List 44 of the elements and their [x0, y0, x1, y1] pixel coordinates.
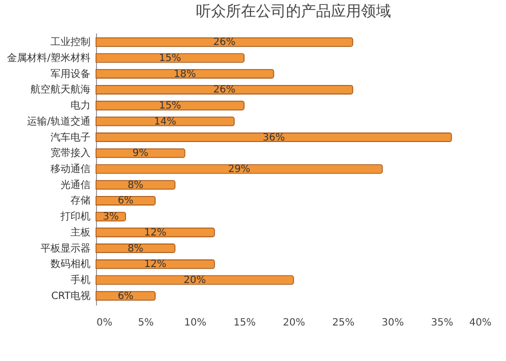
- x-tick-label: 20%: [282, 318, 306, 328]
- data-label: 8%: [128, 180, 144, 191]
- data-label: 26%: [213, 37, 236, 48]
- data-label: 9%: [132, 148, 148, 160]
- data-label: 15%: [158, 52, 182, 64]
- y-tick-label: 平板显示器: [40, 242, 90, 254]
- y-tick-label: 主板: [70, 226, 90, 238]
- data-label: 20%: [184, 275, 206, 286]
- y-tick-label: 数码相机: [50, 258, 90, 270]
- y-tick-label: 航空航天航海: [30, 84, 90, 96]
- y-tick-label: CRT电视: [51, 290, 90, 302]
- x-tick-label: 5%: [138, 318, 154, 328]
- data-label: 15%: [158, 100, 182, 112]
- y-tick-label: 工业控制: [50, 36, 90, 48]
- x-tick-label: 10%: [184, 318, 206, 328]
- y-tick-label: 金属材料/塑米材料: [7, 52, 90, 64]
- y-tick-label: 移动通信: [50, 163, 90, 175]
- x-tick-label: 0%: [96, 318, 112, 328]
- data-label: 26%: [213, 84, 236, 96]
- y-tick-label: 运输/轨道交通: [27, 115, 90, 128]
- x-tick-label: 40%: [469, 318, 492, 328]
- data-label: 36%: [262, 132, 285, 144]
- data-label: 6%: [118, 196, 134, 207]
- data-label: 3%: [102, 212, 119, 223]
- x-tick-label: 30%: [382, 318, 404, 328]
- y-tick-label: 宽带接入: [50, 147, 90, 160]
- data-label: 18%: [174, 68, 196, 80]
- y-tick-label: 军用设备: [50, 68, 90, 80]
- y-tick-label: 打印机: [60, 210, 90, 223]
- x-tick-label: 25%: [332, 318, 354, 328]
- y-tick-label: 存储: [70, 194, 90, 207]
- x-tick-label: 35%: [431, 318, 454, 328]
- data-label: 12%: [144, 259, 166, 270]
- x-tick-label: 15%: [234, 318, 256, 328]
- chart-title: 听众所在公司的产品应用领域: [196, 2, 391, 20]
- data-label: 12%: [144, 227, 166, 238]
- data-label: 14%: [154, 116, 176, 128]
- y-tick-label: 光通信: [60, 178, 90, 191]
- data-label: 6%: [118, 290, 134, 302]
- y-tick-label: 汽车电子: [50, 131, 90, 144]
- data-label: 8%: [128, 243, 144, 254]
- y-tick-label: 电力: [70, 100, 90, 112]
- data-label: 29%: [228, 164, 250, 175]
- y-tick-label: 手机: [70, 274, 90, 286]
